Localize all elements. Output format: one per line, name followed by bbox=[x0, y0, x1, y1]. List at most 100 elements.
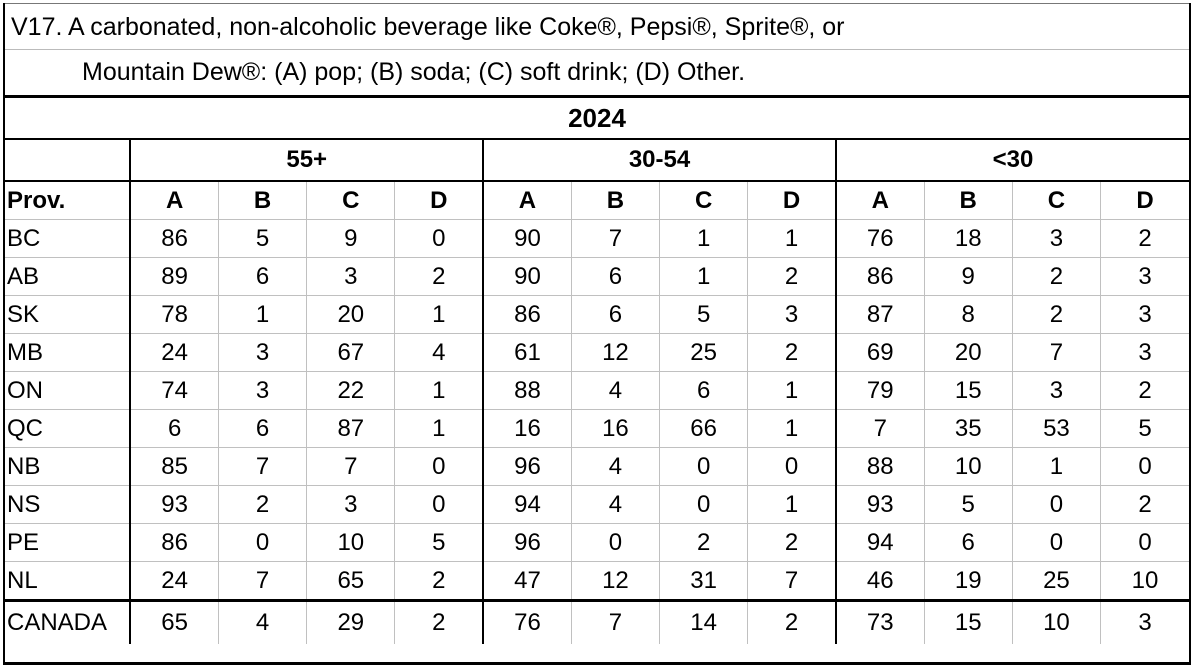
value-cell: 0 bbox=[394, 447, 484, 486]
value-cell: 10 bbox=[1100, 561, 1189, 601]
value-cell: 24 bbox=[129, 333, 219, 372]
value-cell: 86 bbox=[129, 523, 219, 562]
value-cell: 2 bbox=[1100, 219, 1189, 258]
value-cell: 18 bbox=[923, 219, 1013, 258]
value-cell: 66 bbox=[659, 409, 748, 448]
value-cell: 2 bbox=[217, 485, 307, 524]
value-cell: 6 bbox=[217, 409, 307, 448]
value-cell: 7 bbox=[570, 219, 660, 258]
value-cell: 19 bbox=[923, 561, 1013, 601]
value-cell: 22 bbox=[306, 371, 395, 410]
value-cell: 93 bbox=[834, 485, 925, 524]
value-cell: 86 bbox=[834, 257, 925, 296]
code-header: D bbox=[394, 181, 484, 220]
code-header: C bbox=[1011, 181, 1101, 220]
value-cell: 4 bbox=[570, 371, 660, 410]
code-header: C bbox=[659, 181, 748, 220]
value-cell: 6 bbox=[570, 295, 660, 334]
value-cell: 3 bbox=[1100, 257, 1189, 296]
value-cell: 5 bbox=[923, 485, 1013, 524]
province-cell: NL bbox=[5, 561, 131, 601]
value-cell: 29 bbox=[306, 599, 395, 644]
value-cell: 2 bbox=[747, 599, 836, 644]
value-cell: 90 bbox=[482, 219, 572, 258]
province-cell: BC bbox=[5, 219, 131, 258]
value-cell: 93 bbox=[129, 485, 219, 524]
value-cell: 74 bbox=[129, 371, 219, 410]
value-cell: 15 bbox=[923, 599, 1013, 644]
value-cell: 0 bbox=[659, 485, 748, 524]
value-cell: 78 bbox=[129, 295, 219, 334]
value-cell: 3 bbox=[1100, 599, 1189, 644]
age-group-30-54: 30-54 bbox=[482, 139, 836, 182]
code-header: C bbox=[306, 181, 395, 220]
value-cell: 3 bbox=[1100, 333, 1189, 372]
value-cell: 35 bbox=[923, 409, 1013, 448]
value-cell: 7 bbox=[306, 447, 395, 486]
value-cell: 2 bbox=[394, 599, 484, 644]
code-header: D bbox=[747, 181, 836, 220]
spreadsheet: V17. A carbonated, non-alcoholic beverag… bbox=[3, 3, 1191, 665]
value-cell: 3 bbox=[306, 257, 395, 296]
value-cell: 61 bbox=[482, 333, 572, 372]
province-cell: AB bbox=[5, 257, 131, 296]
province-row: NB 85 7 7 0 96 4 0 0 88 10 1 0 bbox=[5, 447, 1189, 486]
value-cell: 0 bbox=[1100, 523, 1189, 562]
code-header: A bbox=[834, 181, 925, 220]
value-cell: 20 bbox=[923, 333, 1013, 372]
value-cell: 53 bbox=[1011, 409, 1101, 448]
value-cell: 0 bbox=[394, 219, 484, 258]
value-cell: 2 bbox=[1011, 257, 1101, 296]
value-cell: 0 bbox=[659, 447, 748, 486]
province-row: NS 93 2 3 0 94 4 0 1 93 5 0 2 bbox=[5, 485, 1189, 524]
province-row: AB 89 6 3 2 90 6 1 2 86 9 2 3 bbox=[5, 257, 1189, 296]
value-cell: 5 bbox=[1100, 409, 1189, 448]
province-row: PE 86 0 10 5 96 0 2 2 94 6 0 0 bbox=[5, 523, 1189, 562]
value-cell: 7 bbox=[834, 409, 925, 448]
value-cell: 7 bbox=[1011, 333, 1101, 372]
value-cell: 2 bbox=[394, 257, 484, 296]
value-cell: 3 bbox=[306, 485, 395, 524]
province-cell: CANADA bbox=[5, 599, 131, 644]
value-cell: 20 bbox=[306, 295, 395, 334]
year-header-row: 2024 bbox=[5, 98, 1189, 140]
value-cell: 16 bbox=[482, 409, 572, 448]
value-cell: 1 bbox=[659, 219, 748, 258]
value-cell: 9 bbox=[923, 257, 1013, 296]
code-header: B bbox=[923, 181, 1013, 220]
value-cell: 7 bbox=[747, 561, 836, 601]
value-cell: 0 bbox=[1011, 523, 1101, 562]
value-cell: 1 bbox=[747, 371, 836, 410]
value-cell: 7 bbox=[217, 561, 307, 601]
value-cell: 2 bbox=[747, 523, 836, 562]
province-row: BC 86 5 9 0 90 7 1 1 76 18 3 2 bbox=[5, 219, 1189, 258]
value-cell: 1 bbox=[1011, 447, 1101, 486]
value-cell: 3 bbox=[1011, 371, 1101, 410]
code-header: B bbox=[217, 181, 307, 220]
value-cell: 96 bbox=[482, 523, 572, 562]
value-cell: 7 bbox=[217, 447, 307, 486]
value-cell: 67 bbox=[306, 333, 395, 372]
value-cell: 25 bbox=[1011, 561, 1101, 601]
value-cell: 73 bbox=[834, 599, 925, 644]
value-cell: 87 bbox=[834, 295, 925, 334]
answer-code-header-row: Prov. A B C D A B C D A B C D bbox=[5, 181, 1189, 220]
value-cell: 87 bbox=[306, 409, 395, 448]
value-cell: 6 bbox=[659, 371, 748, 410]
value-cell: 5 bbox=[217, 219, 307, 258]
value-cell: 6 bbox=[923, 523, 1013, 562]
value-cell: 2 bbox=[747, 333, 836, 372]
value-cell: 1 bbox=[659, 257, 748, 296]
value-cell: 76 bbox=[834, 219, 925, 258]
value-cell: 88 bbox=[834, 447, 925, 486]
code-header: A bbox=[129, 181, 219, 220]
value-cell: 4 bbox=[394, 333, 484, 372]
province-cell: NB bbox=[5, 447, 131, 486]
canada-total-row: CANADA 65 4 29 2 76 7 14 2 73 15 10 3 bbox=[5, 599, 1189, 644]
value-cell: 31 bbox=[659, 561, 748, 601]
value-cell: 94 bbox=[834, 523, 925, 562]
value-cell: 6 bbox=[570, 257, 660, 296]
age-group-header-row: 55+ 30-54 <30 bbox=[5, 139, 1189, 182]
value-cell: 2 bbox=[1100, 371, 1189, 410]
age-group-55-plus: 55+ bbox=[129, 139, 484, 182]
